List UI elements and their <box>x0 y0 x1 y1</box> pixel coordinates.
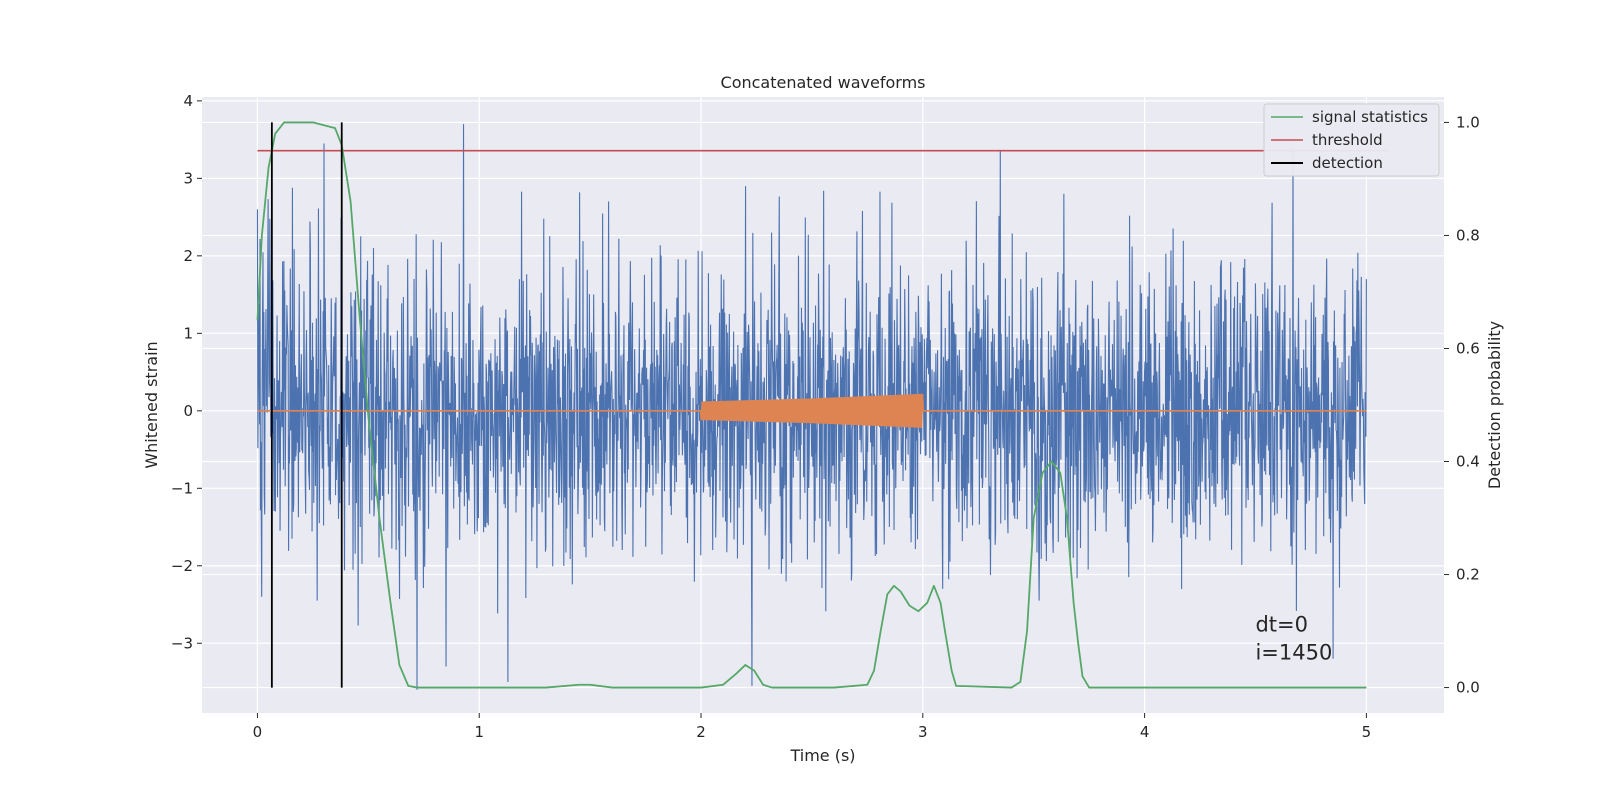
y2-tick-label: 0.6 <box>1456 339 1480 357</box>
y2-tick-label: 0.8 <box>1456 226 1480 244</box>
x-axis-label: Time (s) <box>789 746 855 765</box>
x-tick-label: 1 <box>474 723 484 741</box>
x-tick-label: 2 <box>696 723 706 741</box>
y2-tick-label: 0.2 <box>1456 566 1480 584</box>
y-axis-label: Whitened strain <box>142 341 161 468</box>
legend-label-threshold: threshold <box>1312 131 1383 149</box>
series-whitened-strain-line <box>256 124 1367 690</box>
y-tick-label: 2 <box>183 247 193 265</box>
legend-label-signal-statistics: signal statistics <box>1312 108 1428 126</box>
x-tick-label: 4 <box>1140 723 1150 741</box>
y-tick-label: 1 <box>183 324 193 342</box>
series-layer <box>256 121 1389 690</box>
annotation-line-i: i=1450 <box>1255 641 1332 665</box>
y-tick-label: −2 <box>171 557 193 575</box>
y2-axis-label: Detection probability <box>1485 321 1504 489</box>
y-tick-label: 0 <box>183 402 193 420</box>
series-signal-statistics-line <box>256 121 1367 689</box>
y-tick-label: −1 <box>171 479 193 497</box>
legend-label-detection: detection <box>1312 154 1383 172</box>
y2-tick-label: 0.0 <box>1456 679 1480 697</box>
chart-title: Concatenated waveforms <box>721 73 926 92</box>
axes-layer: 0 1 2 3 4 5 −3 −2 −1 0 1 2 3 4 0.0 0.2 0.4 0.6 0.8 1.0 <box>171 92 1480 741</box>
legend-box <box>1263 103 1440 177</box>
y2-tick-label: 0.4 <box>1456 453 1480 471</box>
legend: signal statistics threshold detection <box>1263 103 1440 177</box>
y-tick-label: 4 <box>183 92 193 110</box>
annotation-line-dt: dt=0 <box>1255 613 1308 637</box>
y2-tick-label: 1.0 <box>1456 113 1480 131</box>
x-tick-label: 0 <box>253 723 263 741</box>
y-tick-label: −3 <box>171 634 193 652</box>
annotation: dt=0 i=1450 <box>1255 613 1332 665</box>
y-tick-label: 3 <box>183 169 193 187</box>
x-tick-label: 5 <box>1362 723 1372 741</box>
series-injected-waveform-line <box>257 393 1367 428</box>
x-tick-label: 3 <box>918 723 928 741</box>
